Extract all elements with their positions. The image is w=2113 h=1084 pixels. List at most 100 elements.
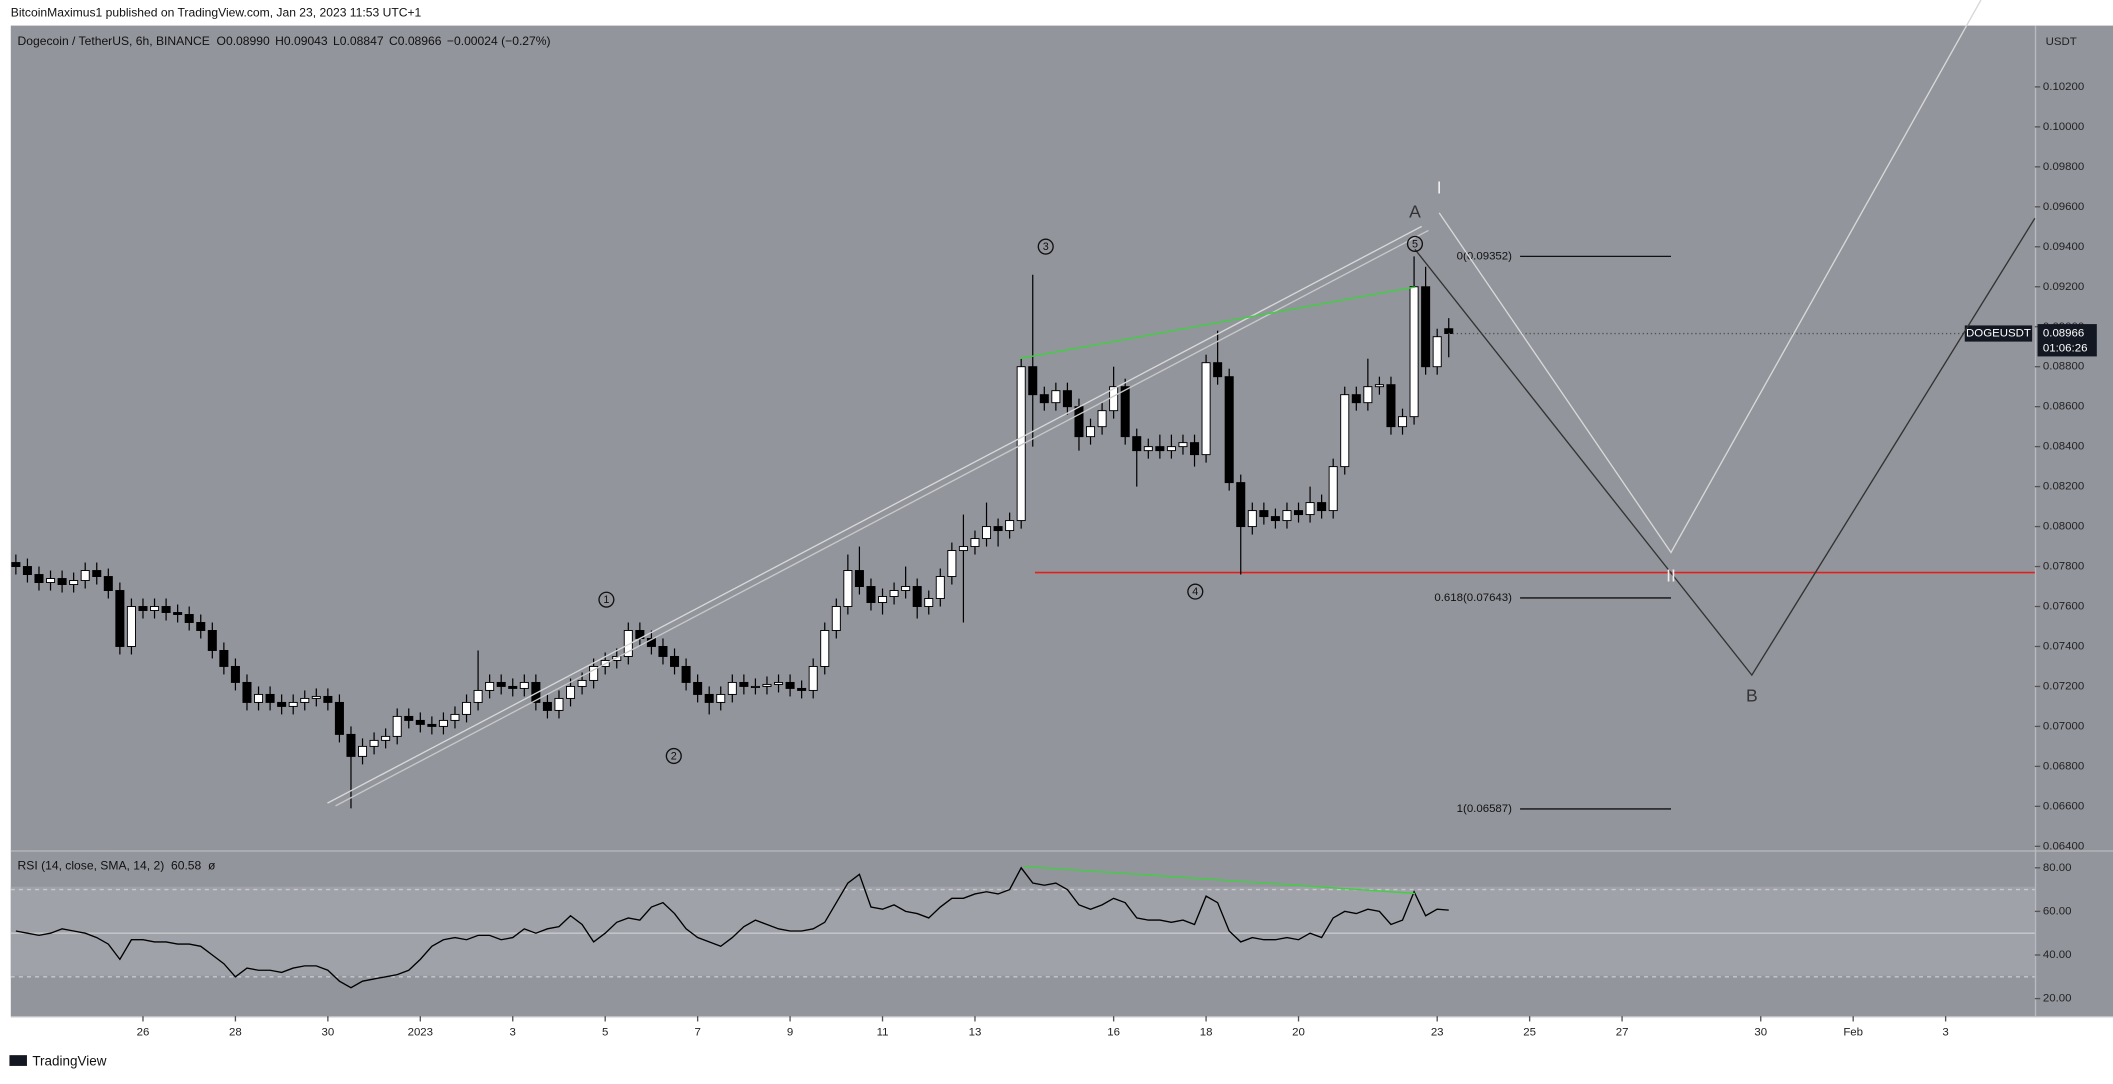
candle-body <box>1317 502 1327 512</box>
candle-body <box>1351 394 1361 404</box>
candle-body <box>935 576 945 599</box>
candle-body <box>566 685 576 699</box>
ticker-tag <box>1964 325 2033 342</box>
candle-body <box>230 665 240 683</box>
candle-body <box>1120 386 1130 438</box>
candle-body <box>207 630 217 651</box>
candle-body <box>1305 502 1315 516</box>
brand: TradingView <box>32 1053 106 1068</box>
x-tick-label: 13 <box>969 1026 982 1038</box>
candle-body <box>69 580 79 585</box>
candle-body <box>589 665 599 681</box>
x-tick-label: 30 <box>1754 1026 1767 1038</box>
candle-body <box>947 550 957 577</box>
candle-body <box>242 681 252 703</box>
rsi-legend: RSI (14, close, SMA, 14, 2) 60.58 ø <box>18 859 217 873</box>
x-tick-label: 23 <box>1431 1026 1444 1038</box>
candle-body <box>623 630 633 657</box>
wave-circle <box>1037 238 1054 255</box>
candle-body <box>750 685 760 688</box>
candle-body <box>554 697 564 711</box>
fib-label: 1(0.06587) <box>1457 803 1513 815</box>
candle-body <box>80 570 90 581</box>
y-tick-label: 0.10200 <box>2043 81 2084 93</box>
candle-body <box>808 665 818 691</box>
x-tick-label: 3 <box>1942 1026 1948 1038</box>
y-tick-label: 0.09200 <box>2043 281 2084 293</box>
chart-background <box>10 25 2113 1017</box>
candle-body <box>924 598 934 607</box>
wave-letter: II <box>1666 565 1676 585</box>
rsi-tick-label: 60.00 <box>2043 905 2072 917</box>
candle-body <box>681 665 691 683</box>
rsi-extra: ø <box>208 859 216 873</box>
candle-body <box>415 719 425 725</box>
change: −0.00024 (−0.27%) <box>447 34 551 48</box>
candle-body <box>311 695 321 699</box>
x-tick-label: 11 <box>877 1026 889 1038</box>
candle-body <box>831 606 841 631</box>
projection-line <box>1438 0 1982 554</box>
wave-labels: 1 2 3 4 5 A I II B <box>598 177 1758 765</box>
candle-body <box>346 733 356 757</box>
candle-body <box>658 646 668 657</box>
candle-body <box>358 745 368 757</box>
candle-body <box>300 697 310 703</box>
candle-body <box>450 713 460 721</box>
wave-letter: A <box>1409 202 1421 222</box>
candle-body <box>288 701 298 707</box>
y-tick-label: 0.08600 <box>2043 401 2084 413</box>
candle-body <box>1421 286 1431 368</box>
y-tick-label: 0.07800 <box>2043 561 2084 573</box>
candle-body <box>854 570 864 587</box>
y-tick-label: 0.08000 <box>2043 521 2084 533</box>
candle-body <box>57 578 67 585</box>
wave-circle <box>1187 583 1204 600</box>
candle-body <box>912 586 922 607</box>
ohlc-key: C <box>389 34 398 48</box>
x-tick-label: 18 <box>1200 1026 1213 1038</box>
candle-body <box>577 679 587 687</box>
ohlc-key: H <box>275 34 284 48</box>
candle-body <box>1074 406 1084 438</box>
candle-body <box>1051 390 1061 404</box>
rsi-line <box>15 866 1449 989</box>
x-tick-label: 5 <box>602 1026 608 1038</box>
candle-body <box>542 701 552 711</box>
candle-body <box>774 681 784 685</box>
wave-circle <box>665 747 682 765</box>
x-tick-label: 3 <box>510 1026 516 1038</box>
candle-body <box>126 606 136 647</box>
rsi-tick-label: 40.00 <box>2043 949 2072 961</box>
countdown: 01:06:26 <box>2043 342 2088 354</box>
candle-body <box>392 715 402 737</box>
candle-body <box>265 693 275 703</box>
candle-body <box>878 596 888 603</box>
candle-body <box>496 681 506 687</box>
channel-line <box>327 225 1423 804</box>
candle-body <box>1363 386 1373 404</box>
candle-body <box>462 701 472 715</box>
candle-body <box>958 546 968 552</box>
x-tick-label: 16 <box>1107 1026 1120 1038</box>
candle-body <box>11 562 21 568</box>
wave-label: 4 <box>1192 586 1198 598</box>
ohlc-value: 0.08847 <box>340 34 384 48</box>
projection-line <box>1414 217 2036 677</box>
candle-body <box>1201 362 1211 456</box>
fib-label: 0(0.09352) <box>1457 250 1513 262</box>
candle-body <box>889 590 899 597</box>
price-tag <box>2037 324 2097 357</box>
candle-body <box>34 574 44 583</box>
candle-body <box>115 590 125 647</box>
candle-body <box>982 526 992 540</box>
candle-body <box>334 701 344 735</box>
y-tick-label: 0.08200 <box>2043 481 2084 493</box>
candle-body <box>473 689 483 703</box>
x-tick-label: 28 <box>229 1026 242 1038</box>
candle-body <box>150 606 160 611</box>
ohlc-value: 0.08990 <box>226 34 270 48</box>
rsi-band <box>10 886 2035 976</box>
y-tick-label: 0.09600 <box>2043 201 2084 213</box>
